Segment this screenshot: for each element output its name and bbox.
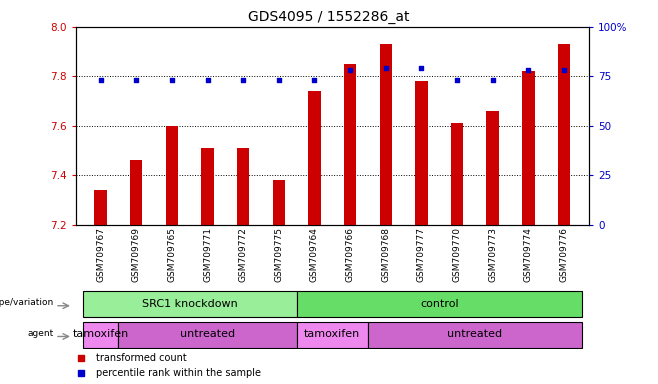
Point (202, 77, 213, 83)
Bar (130, 161, 143, 225)
Point (345, 67, 355, 73)
Bar (297, 322, 368, 348)
Bar (94, 190, 107, 225)
Bar (272, 180, 285, 225)
Bar (83, 291, 297, 317)
Bar (380, 44, 392, 225)
Point (380, 65, 391, 71)
Point (488, 77, 498, 83)
Bar (368, 322, 582, 348)
Bar (166, 126, 178, 225)
Text: untreated: untreated (180, 329, 235, 339)
Bar (297, 291, 582, 317)
Bar (83, 322, 118, 348)
Text: tamoxifen: tamoxifen (72, 329, 129, 339)
Text: tamoxifen: tamoxifen (304, 329, 361, 339)
Bar (558, 44, 570, 225)
Point (416, 65, 426, 71)
Text: genotype/variation: genotype/variation (0, 298, 53, 307)
Point (95, 77, 106, 83)
Bar (201, 148, 214, 225)
Bar (344, 64, 357, 225)
Text: GDS4095 / 1552286_at: GDS4095 / 1552286_at (248, 10, 410, 23)
Text: untreated: untreated (447, 329, 503, 339)
Bar (522, 71, 534, 225)
Point (452, 77, 463, 83)
Bar (308, 91, 320, 225)
Bar (486, 111, 499, 225)
Text: SRC1 knockdown: SRC1 knockdown (142, 299, 238, 309)
Point (559, 67, 569, 73)
Text: transformed count: transformed count (96, 353, 187, 363)
Bar (237, 148, 249, 225)
Bar (451, 123, 463, 225)
Point (523, 67, 534, 73)
Point (274, 77, 284, 83)
Point (238, 77, 249, 83)
Point (309, 77, 320, 83)
Text: agent: agent (27, 329, 53, 338)
Bar (118, 322, 297, 348)
Point (131, 77, 141, 83)
Bar (415, 81, 428, 225)
Point (166, 77, 177, 83)
Text: percentile rank within the sample: percentile rank within the sample (96, 367, 261, 378)
Text: control: control (420, 299, 459, 309)
